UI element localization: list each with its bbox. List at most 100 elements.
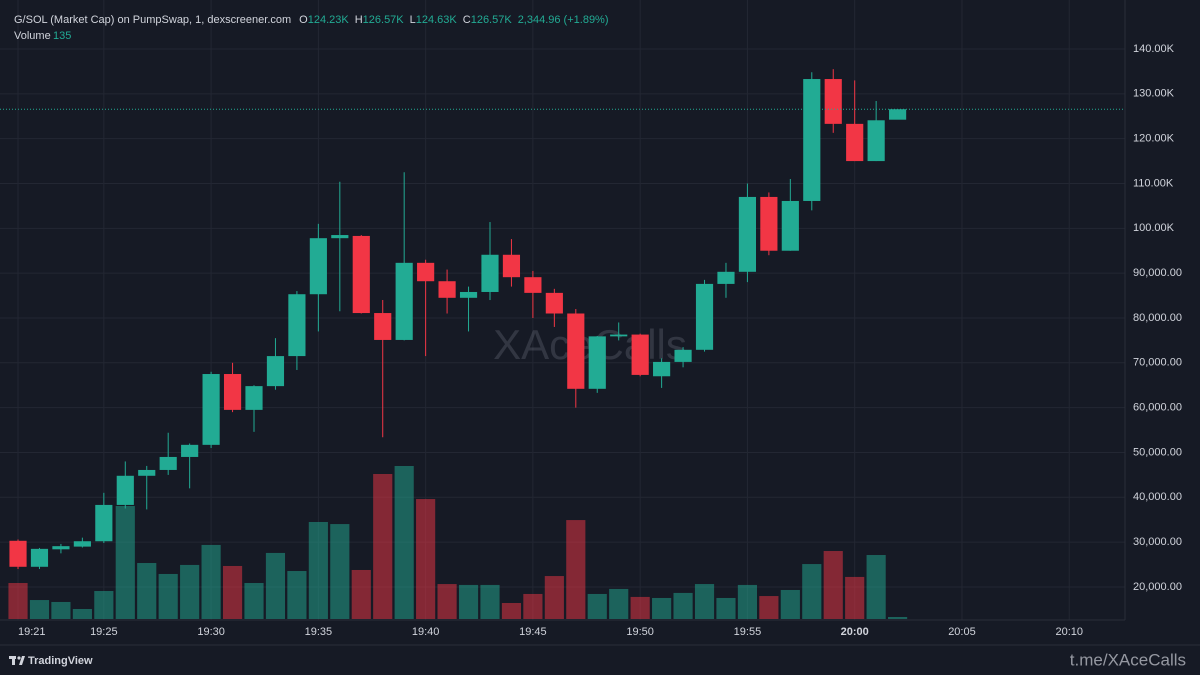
x-tick-label: 19:45 bbox=[519, 626, 547, 638]
volume-bar bbox=[201, 544, 221, 619]
candle-body bbox=[374, 313, 392, 340]
volume-bar bbox=[394, 466, 414, 619]
candle-body bbox=[653, 361, 671, 377]
volume-bar bbox=[716, 597, 736, 619]
volume-bar bbox=[737, 584, 758, 619]
volume-bar bbox=[501, 603, 522, 619]
y-tick-label: 70,000.00 bbox=[1133, 357, 1182, 369]
volume-bar bbox=[480, 584, 500, 619]
candle-body bbox=[352, 235, 370, 314]
volume-bar bbox=[888, 617, 908, 619]
candle-body bbox=[695, 283, 714, 350]
footer-brand: TradingView bbox=[28, 655, 93, 667]
candle-body bbox=[610, 334, 628, 337]
logo-part bbox=[12, 656, 15, 665]
ohlc-key: H bbox=[355, 14, 363, 26]
candle-body bbox=[266, 356, 285, 387]
volume-bar bbox=[222, 565, 243, 619]
x-tick-label: 19:30 bbox=[197, 626, 225, 638]
ohlc-value: 126.57K bbox=[363, 14, 405, 26]
volume-bar bbox=[265, 552, 286, 619]
candle-body bbox=[202, 374, 220, 445]
candle-body bbox=[459, 291, 478, 298]
candle-body bbox=[138, 469, 156, 476]
volume-bar bbox=[544, 576, 564, 619]
x-tick-label: 19:21 bbox=[18, 626, 46, 638]
volume-bar bbox=[115, 505, 135, 619]
y-tick-label: 120.00K bbox=[1133, 133, 1175, 145]
candle-body bbox=[803, 79, 821, 201]
candle-body bbox=[760, 196, 778, 251]
candle-body bbox=[824, 79, 842, 124]
y-tick-label: 140.00K bbox=[1133, 43, 1175, 55]
volume-bar bbox=[845, 576, 865, 619]
candle-body bbox=[545, 292, 563, 314]
candle-body bbox=[417, 262, 435, 282]
volume-bar bbox=[51, 601, 71, 619]
candle-body bbox=[867, 120, 885, 162]
volume-bar bbox=[287, 571, 307, 619]
volume-bar bbox=[158, 573, 178, 619]
tradingview-logo bbox=[9, 656, 25, 665]
candle-body bbox=[481, 254, 499, 292]
volume-bar bbox=[330, 524, 350, 619]
ohlc-key: C bbox=[463, 14, 471, 26]
candle-body bbox=[781, 200, 799, 251]
candle-body bbox=[331, 235, 349, 239]
footer-link: t.me/XAceCalls bbox=[1070, 650, 1186, 669]
volume-bar bbox=[244, 583, 264, 619]
volume-bar bbox=[630, 596, 650, 619]
volume-bar bbox=[29, 600, 50, 619]
chart-title: G/SOL (Market Cap) on PumpSwap, 1, dexsc… bbox=[14, 14, 291, 26]
candle-body bbox=[245, 386, 263, 410]
candle-body bbox=[738, 196, 757, 272]
volume-bar bbox=[351, 569, 371, 619]
grid bbox=[0, 0, 1125, 620]
y-tick-label: 100.00K bbox=[1133, 222, 1175, 234]
y-tick-label: 90,000.00 bbox=[1133, 267, 1182, 279]
x-tick-label: 20:05 bbox=[948, 626, 976, 638]
y-tick-label: 30,000.00 bbox=[1133, 536, 1182, 548]
volume-bar bbox=[652, 597, 672, 619]
logo-part bbox=[19, 656, 25, 665]
candle-body bbox=[116, 475, 134, 505]
y-tick-label: 20,000.00 bbox=[1133, 581, 1182, 593]
candle-body bbox=[9, 540, 27, 567]
y-tick-label: 50,000.00 bbox=[1133, 446, 1182, 458]
ohlc-value: 126.57K bbox=[471, 14, 513, 26]
candle-body bbox=[73, 541, 91, 547]
volume-bar bbox=[759, 596, 779, 619]
volume-bar bbox=[673, 592, 693, 619]
candle-body bbox=[288, 294, 306, 357]
volume-bar bbox=[72, 609, 92, 619]
y-tick-label: 40,000.00 bbox=[1133, 491, 1182, 503]
volume-bar bbox=[180, 564, 200, 619]
logo-part bbox=[17, 656, 21, 660]
candle-body bbox=[846, 123, 864, 162]
candle-body bbox=[223, 374, 242, 410]
volume-bar bbox=[823, 551, 843, 619]
x-tick-label: 19:50 bbox=[626, 626, 654, 638]
volume-bar bbox=[694, 584, 715, 619]
y-tick-label: 110.00K bbox=[1133, 177, 1174, 189]
x-tick-label: 19:25 bbox=[90, 626, 118, 638]
volume-bars bbox=[8, 466, 908, 619]
volume-bar bbox=[609, 588, 629, 619]
legend: G/SOL (Market Cap) on PumpSwap, 1, dexsc… bbox=[14, 14, 609, 42]
volume-bar bbox=[523, 593, 543, 619]
x-tick-label: 19:40 bbox=[412, 626, 440, 638]
candle-body bbox=[631, 334, 649, 375]
volume-bar bbox=[566, 520, 586, 619]
ohlc-value: 124.63K bbox=[416, 14, 458, 26]
ohlc-key: L bbox=[410, 14, 416, 26]
volume-bar bbox=[373, 473, 393, 619]
x-tick-label: 19:35 bbox=[305, 626, 333, 638]
y-tick-label: 80,000.00 bbox=[1133, 312, 1182, 324]
volume-bar bbox=[866, 555, 886, 619]
ohlc-key: O bbox=[299, 14, 308, 26]
volume-bar bbox=[8, 583, 28, 619]
candle-body bbox=[309, 238, 327, 295]
volume-legend: 135 bbox=[53, 30, 71, 42]
